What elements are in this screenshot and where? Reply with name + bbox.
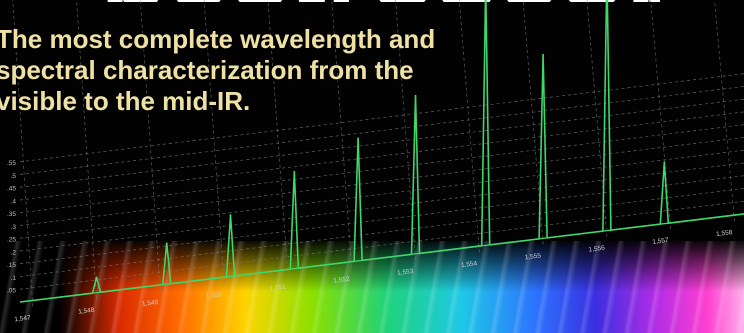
x-tick-label: 1,558 [716, 229, 733, 238]
spectrum-peak [357, 137, 360, 140]
grid-line-h [19, 162, 744, 252]
grid-line-h [19, 149, 744, 239]
headline-fragment: pectroscopy [100, 0, 660, 2]
tagline-line-1: The most complete wavelength and [0, 24, 436, 54]
tagline-line-2: spectral characterization from the [0, 55, 414, 85]
spectrum-peak [229, 214, 232, 217]
grid-line-v [650, 0, 672, 229]
grid-line-v [267, 0, 289, 276]
y-tick-label: .35 [7, 211, 16, 218]
grid-line-h [19, 98, 744, 188]
x-tick-labels: 1,547 1,548 1,549 1,550 1,551 1,552 1,553 1,554… [14, 229, 733, 323]
grid-line-h [19, 86, 744, 175]
x-tick-label: 1,549 [142, 299, 159, 308]
x-tick-label: 1,556 [588, 245, 605, 254]
grid-line-v [522, 0, 544, 245]
spectrum-peak [95, 276, 98, 279]
spectrum-peak [414, 94, 417, 97]
grid-line-h [19, 188, 744, 277]
grid-line-v [458, 0, 480, 253]
grid-line-h [19, 137, 744, 226]
x-tick-label: 1,552 [333, 276, 350, 285]
grid-line-h [19, 111, 744, 201]
grid-line-v [203, 0, 225, 284]
y-tick-label: .3 [11, 224, 17, 231]
y-tick-label: .5 [11, 173, 17, 180]
y-tick-label: .05 [7, 288, 16, 295]
x-tick-label: 1,551 [269, 283, 286, 292]
grid-line-h [19, 200, 744, 290]
y-tick-label: .4 [11, 198, 17, 205]
x-tick-label: 1,557 [652, 237, 669, 246]
spectrum-line-group [19, 0, 744, 303]
spectrum-peak [542, 53, 545, 56]
y-tick-label: .15 [7, 262, 16, 269]
spectrum-peak [293, 170, 296, 173]
spectrum-line [19, 0, 744, 303]
y-tick-labels: .05 .1 .15 .2 .25 .3 .35 .4 .45 .5 .55 [7, 160, 16, 295]
tagline: The most complete wavelength and spectra… [0, 24, 516, 117]
rainbow-spectrum-band [0, 241, 744, 333]
x-tick-label: 1,550 [205, 291, 222, 300]
y-tick-label: .1 [11, 275, 17, 282]
grid-line-h [19, 73, 744, 163]
x-tick-label: 1,553 [397, 268, 414, 277]
y-tick-label: .45 [7, 186, 16, 193]
spectrum-peak [165, 242, 168, 245]
x-tick-label: 1,554 [461, 260, 478, 269]
y-tick-label: .25 [7, 237, 16, 244]
y-tick-label: .55 [7, 160, 16, 167]
x-tick-label: 1,547 [14, 314, 31, 323]
grid-line-v [139, 0, 161, 291]
y-tick-label: .2 [11, 249, 17, 256]
rainbow-streaks [0, 241, 744, 333]
spectrum-peak [663, 161, 666, 164]
grid-line-v [714, 0, 735, 222]
tagline-line-3: visible to the mid-IR. [0, 86, 251, 116]
grid-line-h [19, 175, 744, 265]
grid-line-v [331, 0, 353, 268]
x-tick-label: 1,548 [78, 307, 95, 316]
grid-line-h [19, 124, 744, 214]
grid-line-v [76, 0, 97, 299]
x-tick-label: 1,555 [524, 252, 541, 261]
